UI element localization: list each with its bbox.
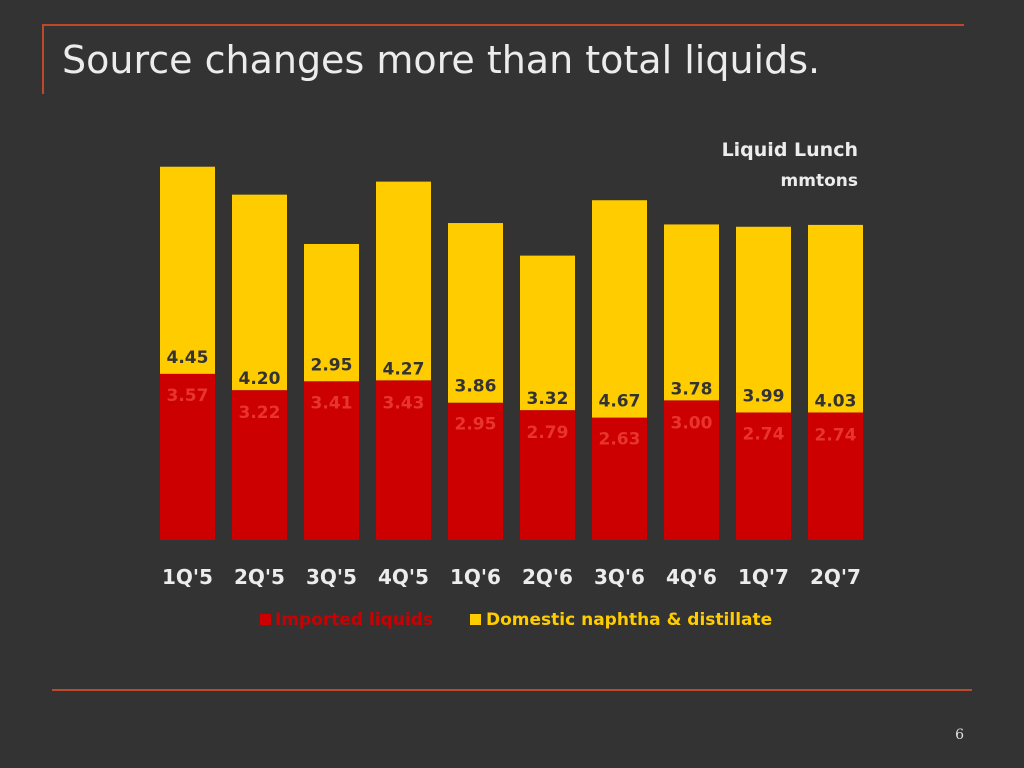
label-domestic-4: 3.86 bbox=[455, 377, 497, 397]
label-domestic-1: 4.20 bbox=[239, 369, 281, 389]
bar-domestic-1 bbox=[232, 194, 287, 391]
left-rule bbox=[42, 24, 44, 94]
bar-imported-4 bbox=[448, 402, 503, 540]
label-imported-6: 2.63 bbox=[599, 430, 641, 450]
bar-imported-7 bbox=[664, 400, 719, 540]
chart-title: Liquid Lunch bbox=[722, 139, 858, 161]
category-label-5: 2Q'6 bbox=[522, 565, 573, 589]
label-domestic-7: 3.78 bbox=[671, 379, 713, 399]
bar-imported-2 bbox=[304, 381, 359, 540]
label-imported-7: 3.00 bbox=[671, 413, 713, 433]
category-label-2: 3Q'5 bbox=[306, 565, 357, 589]
bar-imported-1 bbox=[232, 390, 287, 540]
legend-label-imported: Imported liquids bbox=[275, 610, 433, 630]
label-domestic-9: 4.03 bbox=[815, 391, 857, 411]
label-domestic-0: 4.45 bbox=[167, 348, 209, 368]
legend: Imported liquids Domestic naphtha & disti… bbox=[260, 610, 772, 630]
bar-imported-3 bbox=[376, 380, 431, 540]
bar-domestic-9 bbox=[808, 224, 863, 413]
category-label-0: 1Q'5 bbox=[162, 565, 213, 589]
legend-label-domestic: Domestic naphtha & distillate bbox=[486, 610, 772, 630]
label-domestic-3: 4.27 bbox=[383, 359, 425, 379]
label-imported-1: 3.22 bbox=[239, 403, 281, 423]
category-label-1: 2Q'5 bbox=[234, 565, 285, 589]
bar-imported-0 bbox=[160, 373, 215, 540]
bar-domestic-3 bbox=[376, 181, 431, 381]
bar-domestic-4 bbox=[448, 223, 503, 403]
label-imported-8: 2.74 bbox=[743, 424, 785, 444]
label-imported-3: 3.43 bbox=[383, 393, 425, 413]
bar-imported-9 bbox=[808, 412, 863, 540]
page-number: 6 bbox=[955, 727, 964, 743]
slide-title: Source changes more than total liquids. bbox=[62, 38, 821, 82]
label-domestic-5: 3.32 bbox=[527, 389, 569, 409]
category-label-8: 1Q'7 bbox=[738, 565, 789, 589]
category-label-6: 3Q'6 bbox=[594, 565, 645, 589]
category-label-4: 1Q'6 bbox=[450, 565, 501, 589]
value-labels-group: 3.57 4.45 3.22 4.20 3.41 2.95 3.43 4.27 2.95 3.86… bbox=[167, 348, 857, 450]
bottom-rule bbox=[52, 689, 972, 691]
bar-domestic-6 bbox=[592, 200, 647, 418]
bar-imported-8 bbox=[736, 412, 791, 540]
chart-subtitle: mmtons bbox=[781, 171, 858, 191]
bar-domestic-2 bbox=[304, 243, 359, 382]
bar-domestic-5 bbox=[520, 255, 575, 411]
label-domestic-2: 2.95 bbox=[311, 355, 353, 375]
label-imported-9: 2.74 bbox=[815, 425, 857, 445]
category-label-3: 4Q'5 bbox=[378, 565, 429, 589]
bar-imported-6 bbox=[592, 417, 647, 540]
label-imported-0: 3.57 bbox=[167, 386, 209, 406]
bars-group bbox=[160, 166, 863, 540]
legend-swatch-domestic bbox=[470, 614, 481, 625]
bar-domestic-0 bbox=[160, 166, 215, 374]
label-imported-2: 3.41 bbox=[311, 393, 353, 413]
label-domestic-8: 3.99 bbox=[743, 386, 785, 406]
top-rule bbox=[42, 24, 964, 26]
label-imported-4: 2.95 bbox=[455, 415, 497, 435]
category-label-7: 4Q'6 bbox=[666, 565, 717, 589]
bar-domestic-8 bbox=[736, 226, 791, 413]
bar-imported-5 bbox=[520, 410, 575, 540]
category-label-9: 2Q'7 bbox=[810, 565, 861, 589]
label-domestic-6: 4.67 bbox=[599, 392, 641, 412]
legend-swatch-imported bbox=[260, 614, 271, 625]
stacked-bar-chart: Liquid Lunch mmtons 3.57 4.45 3.22 4.20 3.41… bbox=[160, 139, 863, 630]
category-labels-group: 1Q'5 2Q'5 3Q'5 4Q'5 1Q'6 2Q'6 3Q'6 4Q'6 1Q'7 2Q'7 bbox=[162, 565, 861, 589]
label-imported-5: 2.79 bbox=[527, 423, 569, 443]
bar-domestic-7 bbox=[664, 224, 719, 401]
